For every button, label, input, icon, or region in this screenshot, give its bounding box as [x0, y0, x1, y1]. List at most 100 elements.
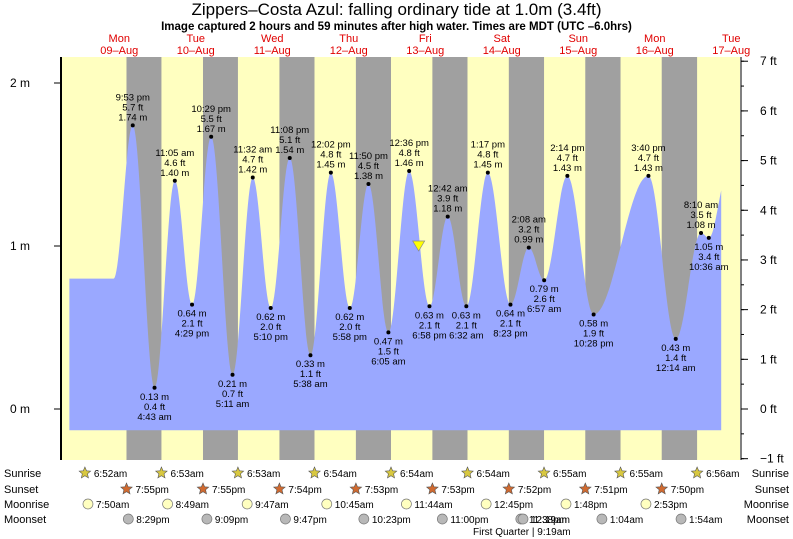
y-tick-label-ft: −1 ft [760, 452, 784, 466]
event-m-label: 1.45 m [473, 160, 502, 171]
y-tick-label-m: 2 m [10, 76, 30, 90]
day-date-label: 12–Aug [330, 45, 368, 57]
event-ft-label: 5.7 ft [122, 102, 143, 113]
y-tick-label-ft: 4 ft [760, 203, 777, 217]
event-time-label: 9:53 pm [116, 92, 150, 103]
sunset-time: 7:55pm [212, 485, 245, 496]
chart-subtitle: Image captured 2 hours and 59 minutes af… [161, 21, 632, 33]
astronomy-rows: Sunrise Sunrise Sunset Sunset Moonrise Moonri… [4, 466, 789, 538]
event-ft-label: 2.0 ft [260, 322, 281, 333]
moonset-time: 10:23pm [372, 515, 411, 526]
moonrise-time: 9:47am [255, 500, 288, 511]
sunset-icon [272, 482, 286, 495]
event-ft-label: 2.1 ft [181, 319, 202, 330]
event-time-label: 4:29 pm [175, 329, 209, 340]
event-m-label: 0.62 m [335, 312, 364, 323]
sunrise-icon [308, 466, 321, 479]
day-date-label: 14–Aug [483, 45, 521, 57]
high-tide-point [526, 245, 531, 250]
event-m-label: 1.42 m [238, 165, 267, 176]
low-tide-point [386, 330, 391, 335]
event-m-label: 1.08 m [687, 220, 716, 231]
moonrise-icon [401, 498, 412, 510]
sunset-icon [349, 482, 363, 495]
event-m-label: 0.79 m [530, 284, 559, 295]
moonset-time: 1:54am [689, 515, 722, 526]
event-time-label: 5:58 pm [333, 332, 367, 343]
moonset-time: 9:47pm [293, 515, 326, 526]
moonrise-icon [560, 498, 572, 510]
event-ft-label: 4.8 ft [320, 150, 341, 161]
event-ft-label: 4.8 ft [399, 148, 420, 159]
moonset-time: 11:38pm [529, 515, 567, 526]
event-time-label: 6:57 am [527, 304, 561, 315]
event-time-label: 11:32 am [233, 145, 272, 156]
sunrise-icon [461, 466, 474, 479]
moonrise-icon [321, 498, 333, 510]
high-tide-point [407, 169, 412, 174]
event-m-label: 0.47 m [374, 336, 403, 347]
event-time-label: 10:36 am [689, 262, 729, 273]
event-ft-label: 3.4 ft [698, 252, 719, 263]
moonset-icon [436, 513, 448, 525]
low-tide-point [230, 372, 235, 377]
sunset-icon [502, 482, 516, 495]
high-tide-point [328, 170, 333, 175]
day-date-label: 17–Aug [712, 45, 750, 57]
low-tide-point [464, 304, 469, 309]
event-ft-label: 2.1 ft [419, 320, 440, 331]
event-m-label: 0.62 m [256, 312, 285, 323]
low-tide-point [152, 385, 157, 390]
y-tick-label-ft: 1 ft [760, 352, 777, 366]
event-m-label: 1.40 m [160, 168, 189, 179]
sunrise-time: 6:56am [706, 469, 739, 480]
event-time-label: 11:05 am [155, 148, 194, 159]
day-weekday-label: Fri [419, 33, 432, 45]
event-ft-label: 0.4 ft [144, 402, 165, 413]
sunrise-time: 6:53am [247, 469, 280, 480]
event-m-label: 1.45 m [316, 160, 345, 171]
tide-level-area [69, 125, 722, 431]
sunrise-time: 6:55am [553, 469, 586, 480]
low-tide-point [347, 305, 352, 310]
day-weekday-label: Wed [261, 33, 283, 45]
sunrise-icon [231, 466, 245, 479]
moonset-time: 12:19am [531, 515, 570, 526]
event-m-label: 1.74 m [118, 112, 147, 123]
event-ft-label: 3.2 ft [518, 225, 539, 236]
moonrise-time: 12:45pm [494, 500, 533, 511]
sunrise-icon [537, 466, 551, 479]
moonset-icon [517, 513, 529, 525]
event-ft-label: 4.5 ft [358, 161, 379, 172]
event-m-label: 0.99 m [514, 235, 543, 246]
event-ft-label: 2.1 ft [500, 319, 521, 330]
event-ft-label: 1.4 ft [665, 353, 686, 364]
y-tick-label-m: 0 m [10, 402, 30, 416]
event-ft-label: 3.9 ft [437, 194, 458, 205]
event-ft-label: 2.1 ft [456, 320, 477, 331]
sunset-icon [578, 482, 592, 495]
moon-phase-label: First Quarter | 9:19am [473, 527, 571, 538]
high-tide-point [646, 173, 651, 178]
event-ft-label: 2.0 ft [339, 322, 360, 333]
moonrise-time: 8:49am [176, 500, 209, 511]
event-ft-label: 1.5 ft [378, 346, 399, 357]
left-frame [60, 57, 62, 460]
moonrise-icon [241, 498, 253, 510]
sunset-icon [655, 482, 669, 495]
event-time-label: 11:08 pm [270, 125, 309, 136]
event-m-label: 0.64 m [178, 309, 207, 320]
y-tick-label-ft: 5 ft [760, 154, 777, 168]
sunrise-time: 6:55am [630, 469, 663, 480]
y-tick-label-ft: 2 ft [760, 303, 777, 317]
event-m-label: 0.43 m [661, 343, 690, 354]
sunset-time: 7:55pm [135, 485, 168, 496]
low-tide-point [591, 312, 596, 317]
sunset-time: 7:53pm [365, 485, 398, 496]
event-time-label: 10:29 pm [191, 104, 231, 115]
sunrise-time: 6:52am [94, 469, 127, 480]
high-tide-point [209, 134, 214, 139]
moonrise-time: 2:53pm [654, 500, 687, 511]
event-time-label: 2:14 pm [550, 143, 584, 154]
sunset-time: 7:51pm [594, 485, 627, 496]
